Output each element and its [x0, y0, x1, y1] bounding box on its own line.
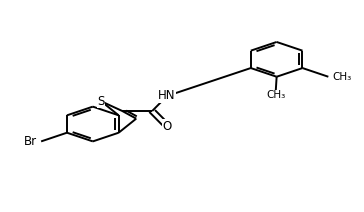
Text: Br: Br: [24, 135, 37, 148]
Text: S: S: [98, 95, 105, 108]
Text: CH₃: CH₃: [332, 72, 351, 82]
Text: O: O: [162, 120, 172, 132]
Text: HN: HN: [158, 89, 176, 102]
Text: CH₃: CH₃: [266, 90, 285, 100]
